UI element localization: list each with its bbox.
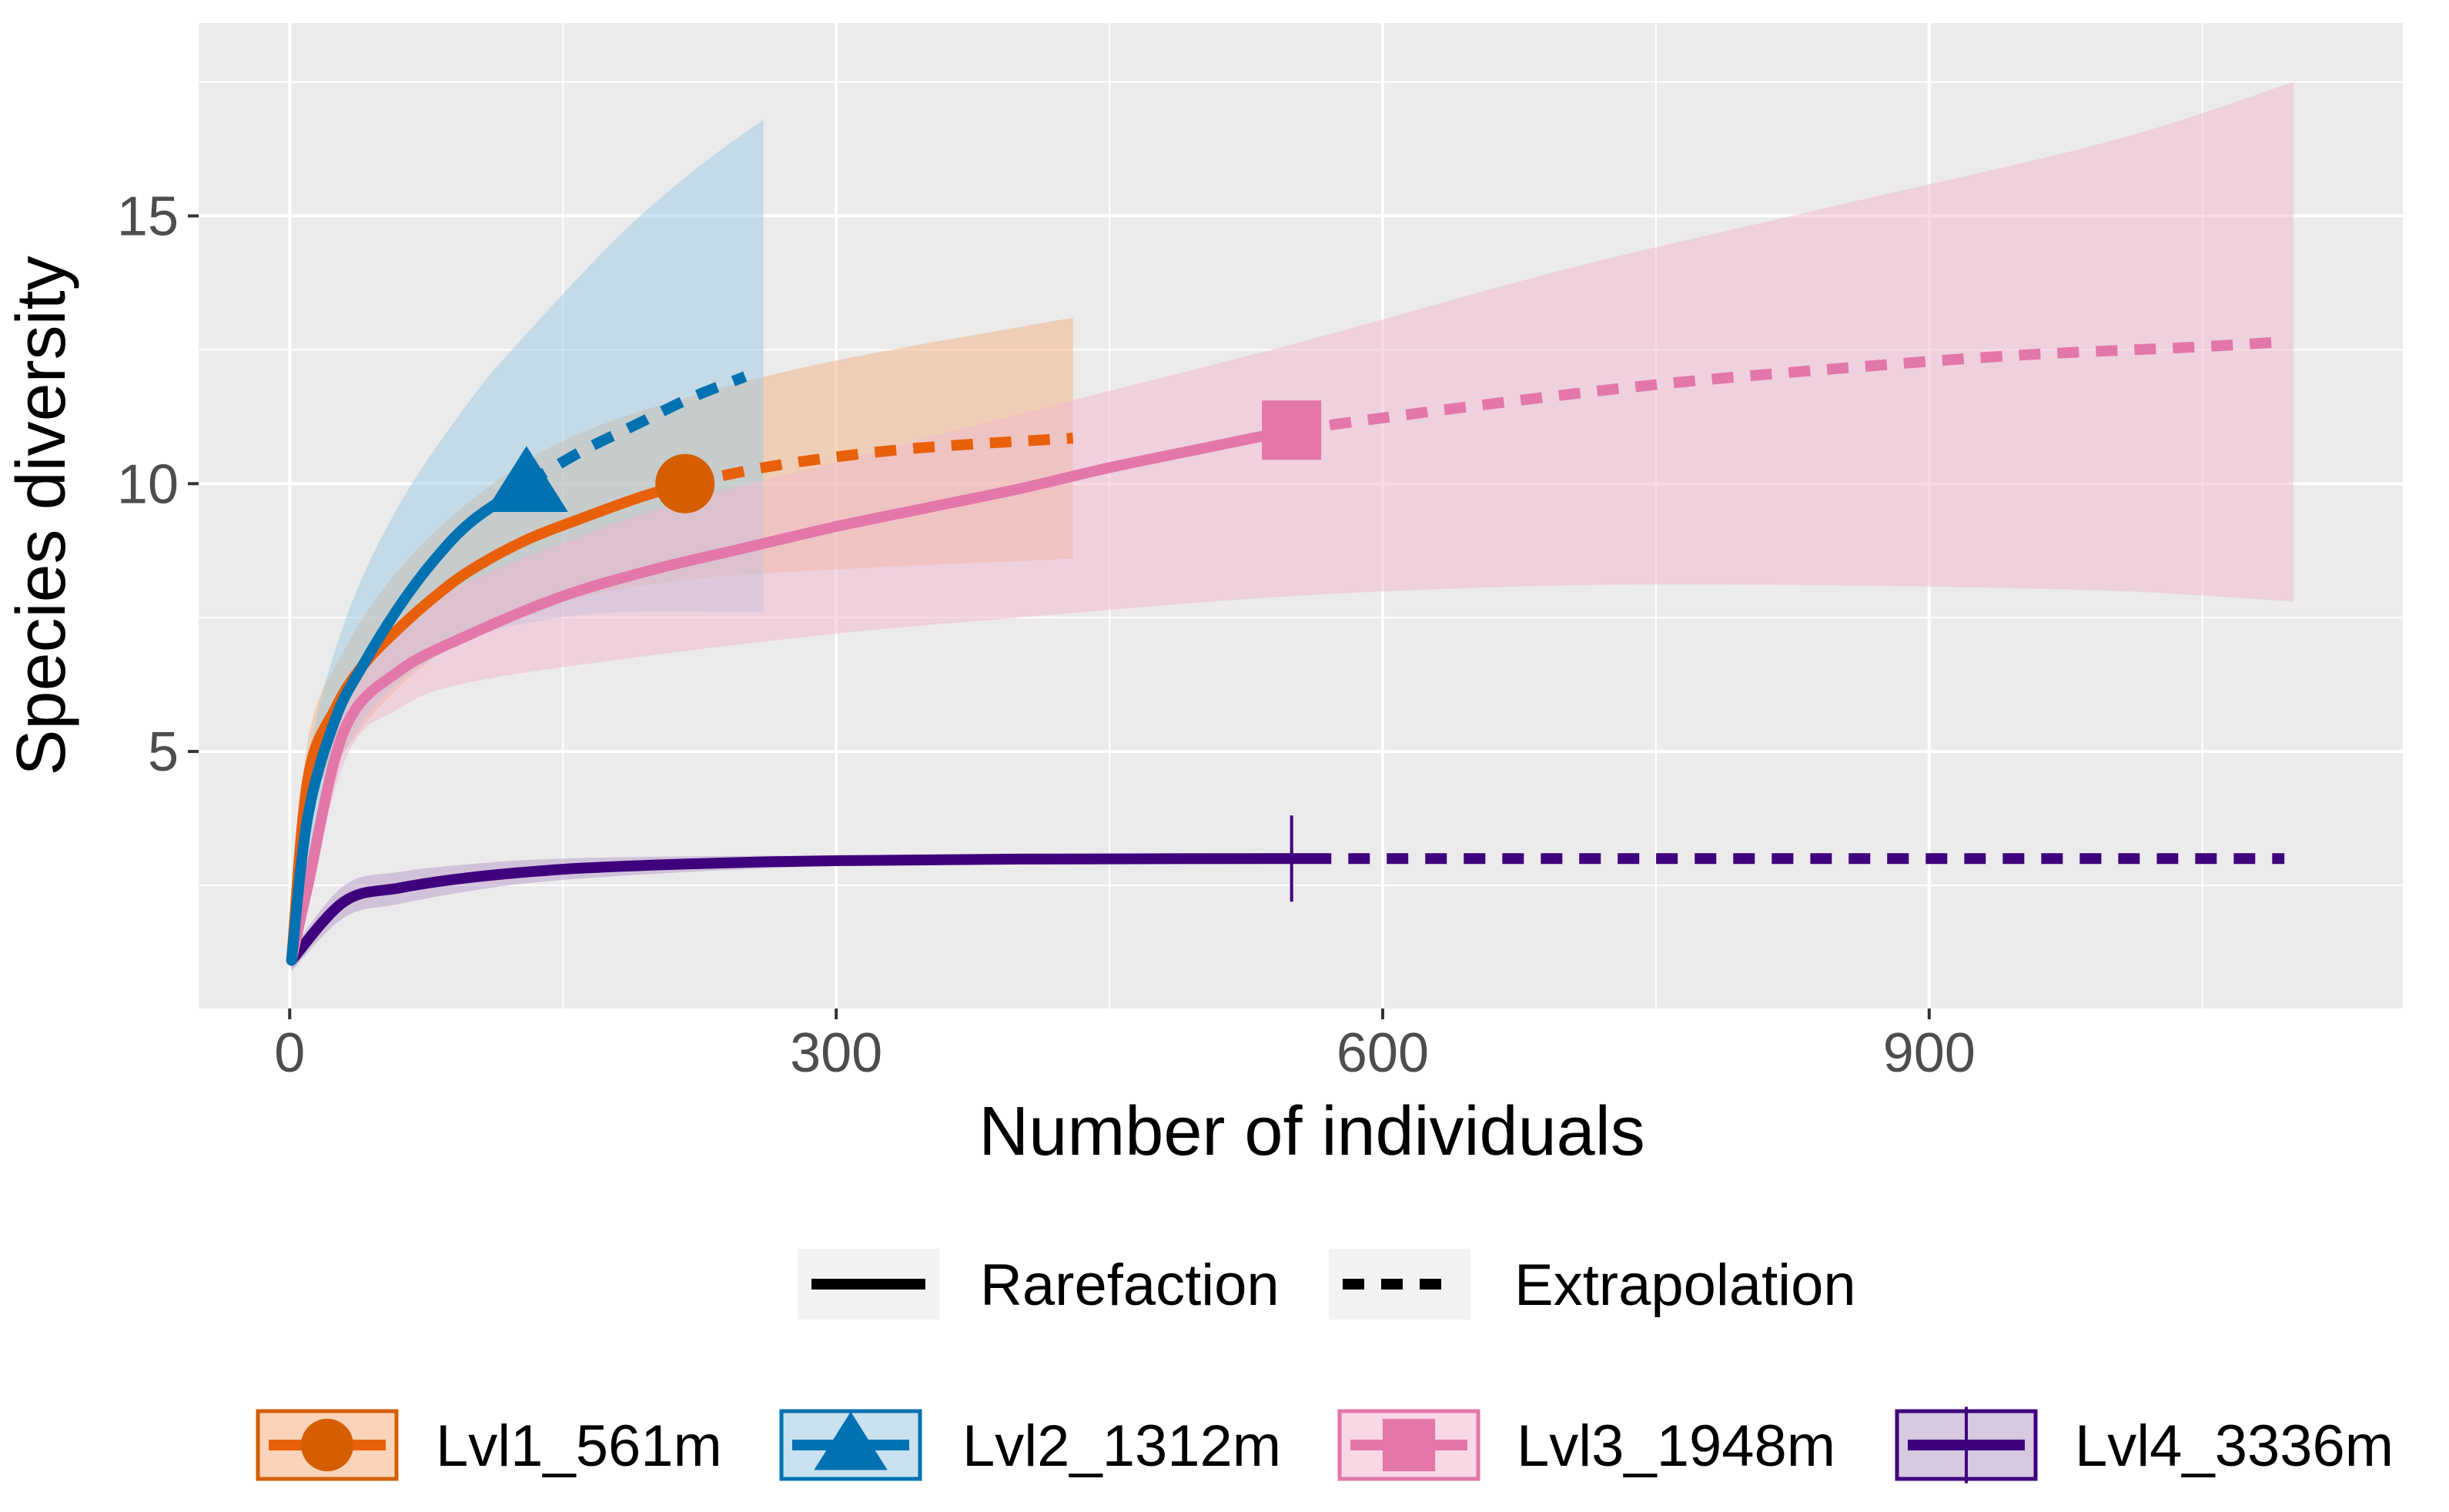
series-legend: Lvl1_561m Lvl2_1312m Lvl3_1948m Lvl4_3336m bbox=[256, 1407, 2394, 1484]
legend-marker-Lvl3_1948m bbox=[1382, 1418, 1436, 1472]
ribbon-Lvl3_1948m bbox=[291, 82, 2294, 972]
x-tick-label: 600 bbox=[1337, 1022, 1429, 1084]
extrapolation-line-Lvl2_1312m bbox=[524, 371, 748, 489]
legend-marker-Lvl2_1312m bbox=[814, 1411, 888, 1470]
linetype-legend: Rarefaction Extrapolation bbox=[798, 1249, 1856, 1320]
y-axis-title: Species diversity bbox=[3, 256, 80, 775]
series-lines bbox=[286, 336, 2285, 966]
legend-label-Lvl1_561m: Lvl1_561m bbox=[436, 1413, 722, 1479]
extrapolation-line-Lvl1_561m bbox=[684, 433, 1074, 490]
x-tick-label: 900 bbox=[1883, 1022, 1976, 1084]
y-tick-label: 15 bbox=[117, 186, 179, 247]
legend-label-Lvl2_1312m: Lvl2_1312m bbox=[962, 1413, 1281, 1479]
x-tick-label: 300 bbox=[790, 1022, 882, 1084]
rarefaction-line-Lvl2_1312m bbox=[286, 478, 532, 966]
observed-marker-Lvl1_561m bbox=[655, 453, 715, 513]
rarefaction-line-Lvl1_561m bbox=[286, 478, 691, 966]
linetype-label-dashed: Extrapolation bbox=[1514, 1253, 1856, 1318]
y-tick-label: 10 bbox=[117, 453, 179, 515]
observed-marker-Lvl2_1312m bbox=[485, 446, 568, 513]
legend-label-Lvl4_3336m: Lvl4_3336m bbox=[2075, 1413, 2394, 1479]
x-tick-label: 0 bbox=[274, 1022, 305, 1084]
linetype-label-solid: Rarefaction bbox=[980, 1253, 1280, 1318]
axis-ticks: 0 300 600 900 5 10 15 bbox=[117, 186, 1976, 1084]
observed-markers bbox=[485, 400, 1322, 902]
rarefaction-line-Lvl4_3336m bbox=[286, 853, 1316, 966]
observed-marker-Lvl3_1948m bbox=[1262, 400, 1322, 460]
legend-label-Lvl3_1948m: Lvl3_1948m bbox=[1517, 1413, 1835, 1479]
rarefaction-line-Lvl3_1948m bbox=[286, 424, 1297, 966]
y-tick-label: 5 bbox=[148, 721, 179, 783]
x-axis-title: Number of individuals bbox=[979, 1093, 1644, 1170]
legend-marker-Lvl1_561m bbox=[300, 1418, 354, 1472]
